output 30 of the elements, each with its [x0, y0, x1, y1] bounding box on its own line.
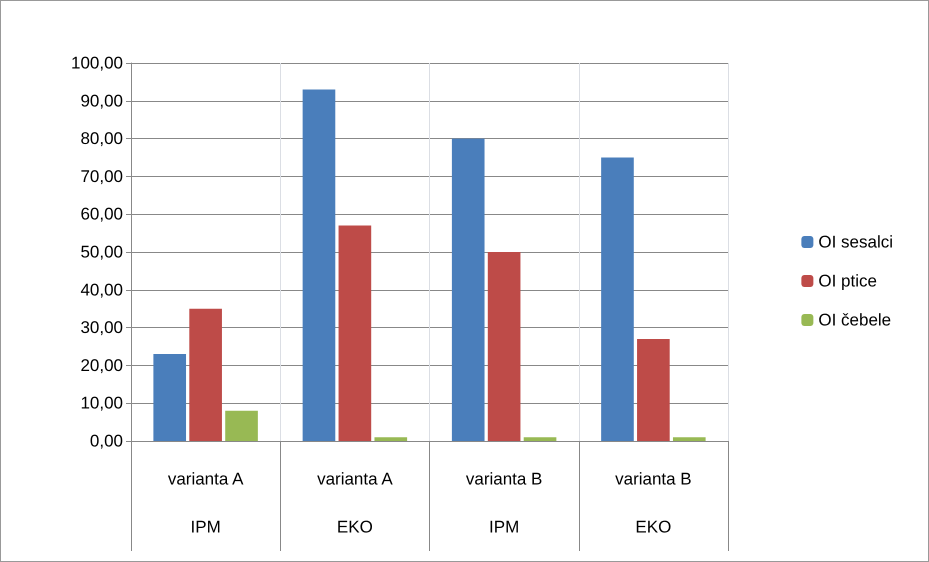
category-label: varianta B IPM — [466, 470, 542, 536]
y-tick-label: 70,00 — [80, 166, 123, 186]
bar — [225, 410, 258, 441]
bar — [524, 437, 556, 441]
bar — [488, 252, 520, 441]
y-tick-label: 100,00 — [71, 54, 123, 72]
category-label: varianta B EKO — [615, 470, 692, 536]
category-label: varianta A IPM — [168, 470, 244, 536]
y-tick-label: 80,00 — [80, 129, 123, 148]
bar — [672, 437, 706, 441]
bar — [601, 158, 634, 441]
y-tick-label: 40,00 — [80, 280, 123, 300]
y-tick-label: 30,00 — [80, 318, 123, 338]
bar — [637, 338, 670, 441]
y-tick-label: 10,00 — [80, 394, 123, 413]
bar — [452, 138, 485, 441]
category-label: varianta A EKO — [317, 470, 393, 536]
legend-label: OI čebele — [818, 310, 892, 330]
y-tick-label: 90,00 — [80, 91, 123, 110]
bar — [189, 308, 222, 441]
bar — [302, 89, 336, 441]
bar — [374, 437, 408, 441]
y-tick-label: 0,00 — [90, 432, 123, 450]
bar — [338, 226, 372, 441]
legend-label: OI ptice — [818, 272, 877, 290]
y-tick-label: 50,00 — [80, 242, 123, 262]
legend-label: OI sesalci — [818, 232, 894, 252]
bar — [153, 354, 186, 441]
y-tick-label: 20,00 — [80, 356, 123, 375]
y-tick-label: 60,00 — [80, 204, 123, 224]
